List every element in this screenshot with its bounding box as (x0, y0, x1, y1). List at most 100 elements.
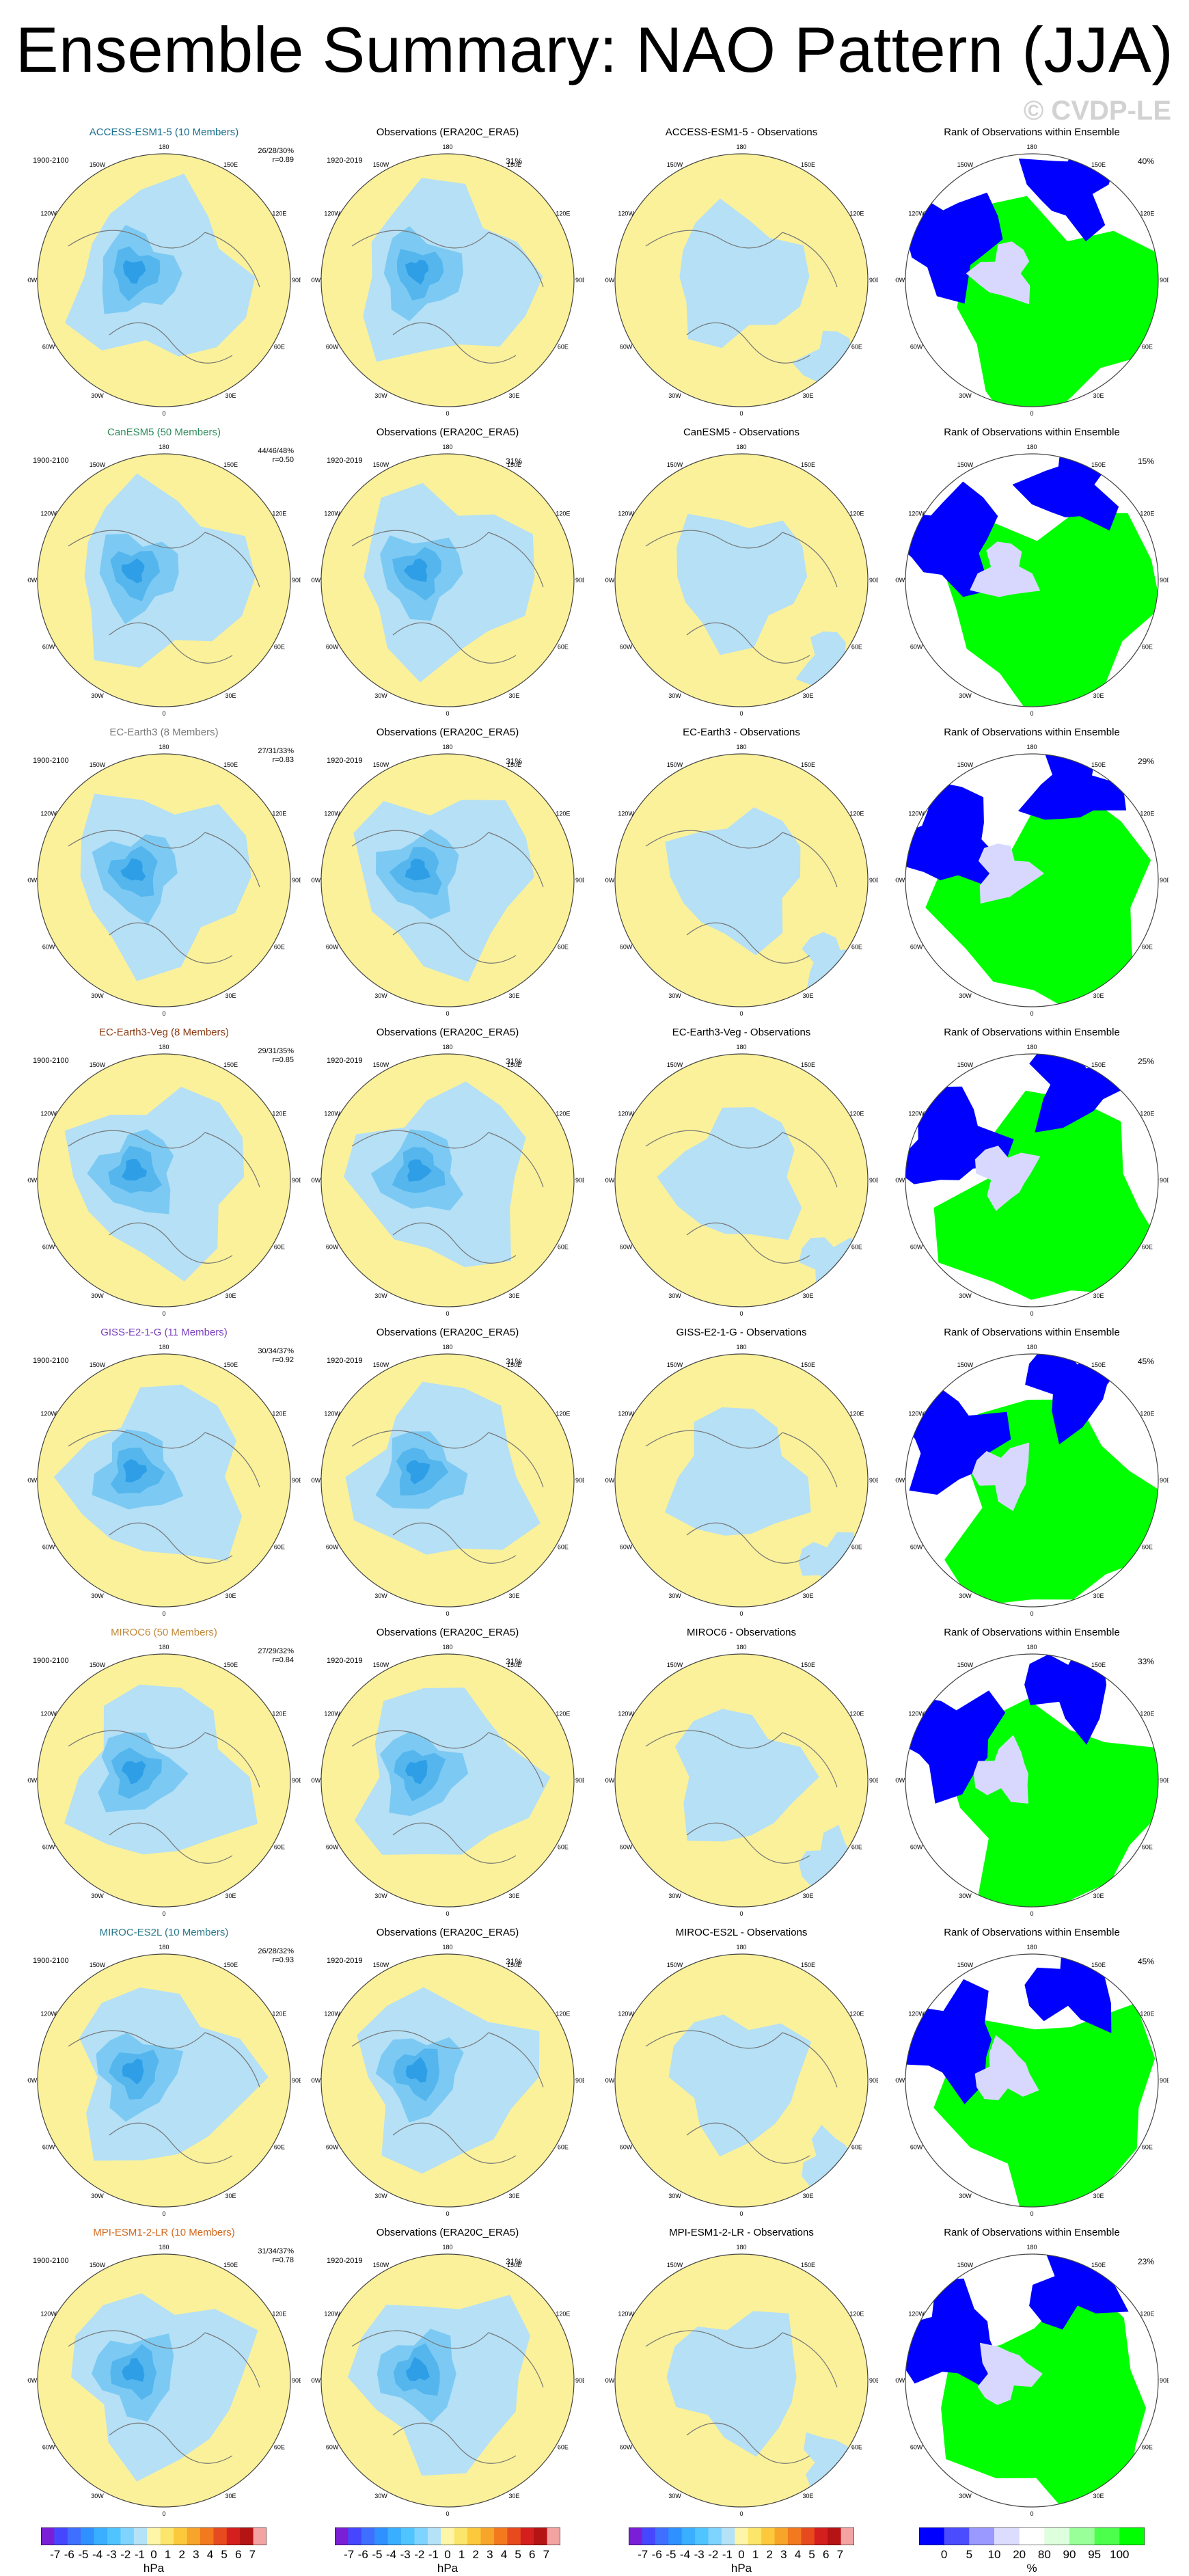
colorbar-tick-label: 5 (515, 2548, 521, 2561)
longitude-label: 150E (1091, 2262, 1106, 2268)
longitude-label: 120W (618, 811, 634, 817)
longitude-label: 60W (620, 944, 633, 951)
longitude-label: 150W (957, 1962, 974, 1968)
longitude-label: 120W (908, 1111, 925, 1117)
longitude-label: 60W (326, 1244, 339, 1251)
negative-anomaly-core (403, 558, 428, 582)
obs-pct: 31% (506, 1957, 523, 1966)
longitude-label: 60W (910, 1544, 923, 1551)
longitude-label: 90W (311, 1477, 321, 1484)
longitude-label: 90E (575, 1177, 584, 1184)
longitude-label: 150W (667, 161, 683, 168)
longitude-label: 60W (42, 2444, 55, 2451)
model-panel-title: MIROC-ES2L (10 Members) (99, 1927, 229, 1938)
negative-anomaly (804, 2432, 868, 2493)
negative-anomaly (802, 932, 868, 993)
longitude-label: 180 (1026, 144, 1037, 150)
diff-panel-title: MPI-ESM1-2-LR - Observations (669, 2227, 814, 2238)
longitude-label: 30E (802, 1893, 813, 1899)
longitude-label: 90W (605, 577, 615, 584)
longitude-label: 0 (1030, 2210, 1033, 2217)
longitude-label: 60E (851, 2444, 862, 2451)
longitude-label: 0 (1030, 1910, 1033, 1917)
longitude-label: 150E (507, 2262, 521, 2268)
longitude-label: 180 (442, 744, 452, 750)
longitude-label: 30E (508, 1893, 519, 1899)
longitude-label: 120W (618, 1711, 634, 1718)
colorbar-tick-label: -2 (708, 2548, 719, 2561)
longitude-label: 150W (373, 1361, 390, 1368)
longitude-label: 90W (311, 277, 321, 284)
longitude-label: 90W (895, 577, 905, 584)
longitude-label: 120E (1140, 1411, 1154, 1418)
longitude-label: 150W (667, 1962, 683, 1968)
colorbar-swatch (520, 2527, 534, 2545)
colorbar-swatch (401, 2527, 415, 2545)
longitude-label: 150E (801, 1361, 815, 1368)
longitude-label: 120E (556, 811, 570, 817)
obs-panel-title: Observations (ERA20C_ERA5) (376, 1927, 519, 1938)
longitude-label: 60W (42, 2144, 55, 2151)
colorbar-tick-label: -4 (385, 2548, 397, 2561)
stats-correlation: r=0.93 (272, 1956, 295, 1964)
rank-mid-region (975, 1145, 1041, 1211)
negative-anomaly-core (122, 2357, 145, 2382)
longitude-label: 30W (668, 392, 681, 399)
longitude-label: 0 (162, 710, 165, 717)
longitude-label: 150E (1091, 461, 1106, 468)
negative-anomaly (676, 513, 808, 655)
colorbar-tick-label: -7 (50, 2548, 61, 2561)
longitude-label: 120E (849, 2311, 864, 2318)
obs-panel-title: Observations (ERA20C_ERA5) (376, 126, 519, 138)
obs-period: 1920-2019 (327, 157, 363, 165)
colorbar-tick-label: -6 (64, 2548, 74, 2561)
longitude-label: 90W (311, 1777, 321, 1784)
longitude-label: 150E (507, 1061, 521, 1068)
longitude-label: 150W (957, 1662, 974, 1668)
longitude-label: 120W (324, 2011, 340, 2018)
longitude-label: 120W (908, 2311, 925, 2318)
longitude-label: 60E (274, 944, 285, 951)
longitude-label: 150W (957, 161, 974, 168)
obs-pct: 31% (506, 1357, 523, 1366)
longitude-label: 90E (869, 2077, 878, 2084)
longitude-label: 150W (373, 161, 390, 168)
longitude-label: 120E (849, 2011, 864, 2018)
longitude-label: 0 (1030, 1310, 1033, 1317)
longitude-label: 90E (575, 277, 584, 284)
rank-low-region (1017, 754, 1127, 820)
negative-anomaly-core (122, 558, 145, 584)
longitude-label: 120E (1140, 1111, 1154, 1117)
longitude-label: 120E (556, 1411, 570, 1418)
colorbar-swatch (748, 2527, 762, 2545)
longitude-label: 30W (374, 392, 387, 399)
longitude-label: 120E (849, 1111, 864, 1117)
longitude-label: 90W (605, 1777, 615, 1784)
longitude-label: 30E (1093, 2193, 1104, 2199)
longitude-label: 60E (851, 344, 862, 351)
longitude-label: 90W (895, 277, 905, 284)
longitude-label: 30W (959, 2493, 972, 2499)
longitude-label: 150W (373, 761, 390, 768)
longitude-label: 90E (1160, 577, 1168, 584)
longitude-label: 150E (223, 1962, 238, 1968)
longitude-label: 30W (959, 2193, 972, 2199)
longitude-label: 180 (159, 1044, 169, 1050)
model-stats: 31/34/37% r=0.78 (226, 2247, 294, 2265)
colorbar-swatch (629, 2527, 642, 2545)
colorbar-tick-label: -3 (106, 2548, 117, 2561)
colorbar-tick-label: 2 (472, 2548, 479, 2561)
diff-panel-title: EC-Earth3 - Observations (683, 727, 800, 738)
longitude-label: 60W (42, 944, 55, 951)
longitude-label: 150E (1091, 761, 1106, 768)
colorbar-unit: hPa (143, 2562, 165, 2575)
diff-map: 180 150E 120E 90E 60E 30E 0 30W 60W 90W 120W 150W (605, 2244, 878, 2517)
longitude-label: 0 (162, 1910, 165, 1917)
longitude-label: 120W (324, 211, 340, 217)
colorbar-rank-pct (919, 2527, 1145, 2545)
longitude-label: 0 (1030, 410, 1033, 417)
longitude-label: 90E (292, 1177, 301, 1184)
longitude-label: 30E (508, 392, 519, 399)
obs-map: 180 150E 120E 90E 60E 30E 0 30W 60W 90W 120W 150W (311, 1344, 584, 1617)
